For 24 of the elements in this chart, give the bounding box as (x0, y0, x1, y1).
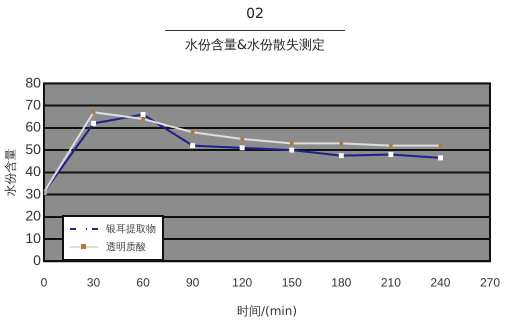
x-tick-label: 30 (86, 276, 101, 290)
x-tick-label: 120 (232, 276, 253, 290)
y-tick-label: 40 (25, 163, 42, 180)
y-axis-title: 水份含量 (3, 148, 18, 196)
y-tick-label: 10 (25, 230, 42, 246)
y-tick-label: 80 (25, 74, 42, 90)
y-tick-label: 70 (25, 96, 42, 112)
x-axis-title: 时间/(min) (236, 304, 298, 318)
legend-label: 透明质酸 (106, 240, 146, 254)
chart-subtitle: 水份含量&水份散失测定 (184, 37, 326, 54)
legend-label: 银耳提取物 (106, 223, 156, 236)
x-tick-label: 210 (380, 276, 402, 290)
y-tick-label: 50 (25, 140, 42, 157)
x-tick-label: 150 (282, 276, 302, 290)
x-tick-label: 180 (331, 276, 352, 290)
y-tick-label: 20 (25, 208, 42, 224)
y-tick-label: 0 (33, 252, 42, 268)
x-tick-label: 60 (136, 276, 150, 290)
y-tick-label: 60 (25, 118, 42, 135)
x-tick-label: 270 (480, 276, 500, 290)
x-tick-label: 240 (430, 276, 451, 290)
x-tick-label: 90 (186, 276, 200, 290)
y-tick-label: 30 (25, 185, 42, 202)
chart-title: 02 (245, 6, 265, 22)
